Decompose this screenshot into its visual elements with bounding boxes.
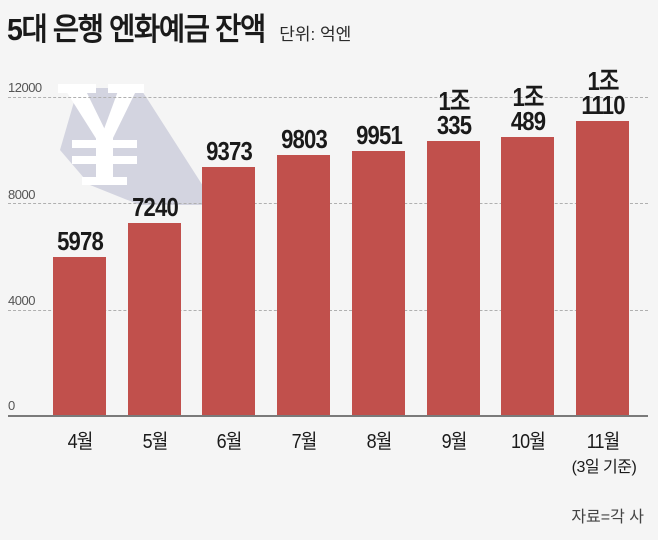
y-tick-12000: 12000 [8,80,42,95]
x-label: 8월 [366,431,392,453]
x-label-note: (3일 기준) [571,459,637,476]
x-label: 6월 [216,431,242,453]
data-label-top: 1조 [587,66,619,96]
data-label: 7240 [131,192,179,222]
data-label: 9951 [355,120,403,150]
data-label: 1조 1110 [564,66,641,120]
y-tick-0: 0 [8,398,15,413]
bar-6 [427,141,480,415]
bar-4 [277,155,330,415]
data-label: 5978 [56,226,104,256]
bar-5 [352,151,405,415]
x-label: 5월 [142,431,168,453]
bar-1 [53,257,106,415]
chart-header: 5대 은행 엔화예금 잔액 단위: 억엔 [7,4,351,49]
x-label: 11월 [586,431,619,453]
data-label-bottom: 335 [436,110,471,140]
data-label-top: 1조 [512,82,544,112]
bar-3 [202,167,255,415]
data-label: 1조 489 [489,82,566,136]
y-tick-8000: 8000 [8,187,35,202]
bar-8 [576,121,629,415]
bar-7 [501,137,554,415]
unit-label: 단위: 억엔 [279,25,352,44]
x-label: 4월 [67,431,93,453]
x-axis-line [8,415,648,417]
data-label: 1조 335 [415,86,492,140]
data-label-bottom: 489 [510,106,545,136]
chart-title: 5대 은행 엔화예금 잔액 [7,12,266,47]
bar-2 [128,223,181,415]
x-label: 9월 [441,431,467,453]
source-note: 자료=각 사 [571,509,644,526]
data-label: 9373 [205,136,253,166]
data-label-top: 1조 [438,86,470,116]
x-label: 7월 [291,431,317,453]
data-label: 9803 [280,124,328,154]
gridline-12000 [8,97,648,98]
data-label-bottom: 1110 [580,90,625,120]
x-label: 10월 [510,431,546,453]
y-tick-4000: 4000 [8,293,35,308]
